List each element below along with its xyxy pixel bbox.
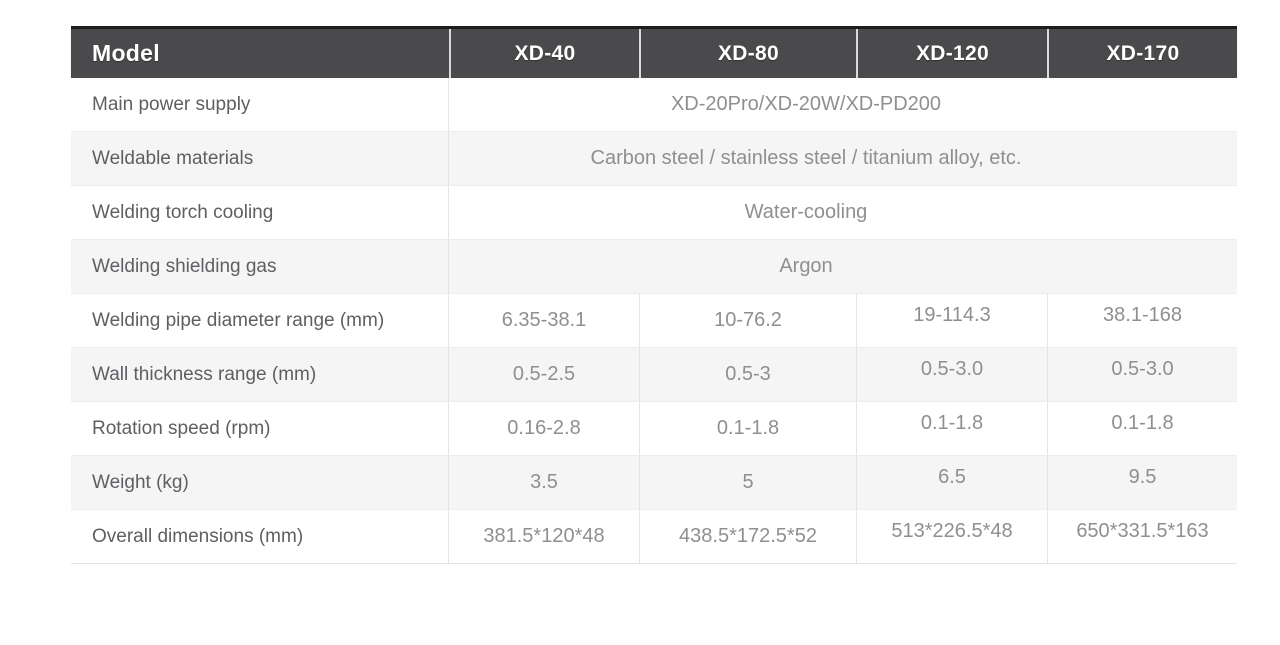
table-row-main-power-supply: Main power supply XD-20Pro/XD-20W/XD-PD2… — [71, 78, 1237, 132]
cell-xd-80: 438.5*172.5*52 — [639, 510, 856, 563]
cell-xd-40: 0.16-2.8 — [449, 402, 639, 455]
row-label: Main power supply — [71, 78, 449, 131]
spanned-value-text: Carbon steel / stainless steel / titaniu… — [590, 147, 1022, 169]
row-label: Welding pipe diameter range (mm) — [71, 294, 449, 347]
cell-value: 0.16-2.8 — [507, 417, 581, 439]
cell-xd-120: 6.5 — [856, 456, 1047, 509]
cell-value: 0.5-3 — [725, 363, 771, 385]
cell-value: 3.5 — [530, 471, 558, 493]
row-spanned-value: Water-cooling — [449, 186, 1237, 239]
table-row-weight: Weight (kg) 3.5 5 6.5 9.5 — [71, 456, 1237, 510]
cell-value: 438.5*172.5*52 — [679, 525, 817, 547]
row-label: Rotation speed (rpm) — [71, 402, 449, 455]
spanned-value-text: Water-cooling — [744, 201, 868, 223]
cell-xd-80: 10-76.2 — [639, 294, 856, 347]
cell-xd-170: 9.5 — [1047, 456, 1237, 509]
cell-value: 6.5 — [938, 466, 966, 488]
spec-table: Model XD-40 XD-80 XD-120 XD-170 Main pow… — [71, 26, 1237, 564]
cell-value: 10-76.2 — [714, 309, 782, 331]
table-row-welding-shielding-gas: Welding shielding gas Argon — [71, 240, 1237, 294]
cell-xd-40: 0.5-2.5 — [449, 348, 639, 401]
row-label: Weldable materials — [71, 132, 449, 185]
cell-value: 9.5 — [1128, 466, 1157, 488]
cell-value: 0.5-2.5 — [512, 363, 576, 385]
cell-xd-80: 5 — [639, 456, 856, 509]
cell-value: 0.1-1.8 — [920, 412, 984, 434]
cell-xd-80: 0.1-1.8 — [639, 402, 856, 455]
cell-value: 5 — [742, 471, 754, 493]
row-label: Welding torch cooling — [71, 186, 449, 239]
cell-xd-120: 513*226.5*48 — [856, 510, 1047, 563]
row-label: Weight (kg) — [71, 456, 449, 509]
spanned-value-text: XD-20Pro/XD-20W/XD-PD200 — [670, 93, 942, 115]
cell-value: 513*226.5*48 — [891, 520, 1013, 542]
cell-xd-120: 0.1-1.8 — [856, 402, 1047, 455]
cell-value: 0.1-1.8 — [716, 417, 780, 439]
cell-xd-120: 19-114.3 — [856, 294, 1047, 347]
cell-xd-80: 0.5-3 — [639, 348, 856, 401]
table-row-rotation-speed: Rotation speed (rpm) 0.16-2.8 0.1-1.8 0.… — [71, 402, 1237, 456]
cell-xd-40: 6.35-38.1 — [449, 294, 639, 347]
cell-xd-40: 3.5 — [449, 456, 639, 509]
row-spanned-value: Carbon steel / stainless steel / titaniu… — [449, 132, 1237, 185]
column-header-xd-170: XD-170 — [1047, 29, 1237, 78]
cell-value: 381.5*120*48 — [483, 525, 605, 547]
table-row-welding-pipe-diameter-range: Welding pipe diameter range (mm) 6.35-38… — [71, 294, 1237, 348]
cell-value: 0.5-3.0 — [920, 358, 984, 380]
table-header-row: Model XD-40 XD-80 XD-120 XD-170 — [71, 26, 1237, 78]
column-header-xd-40: XD-40 — [449, 29, 639, 78]
column-header-model: Model — [92, 40, 160, 66]
cell-xd-170: 38.1-168 — [1047, 294, 1237, 347]
column-header-xd-120: XD-120 — [856, 29, 1047, 78]
cell-xd-170: 0.1-1.8 — [1047, 402, 1237, 455]
cell-value: 19-114.3 — [913, 304, 991, 326]
cell-xd-40: 381.5*120*48 — [449, 510, 639, 563]
row-spanned-value: Argon — [449, 240, 1237, 293]
table-row-welding-torch-cooling: Welding torch cooling Water-cooling — [71, 186, 1237, 240]
column-header-xd-80: XD-80 — [639, 29, 856, 78]
row-spanned-value: XD-20Pro/XD-20W/XD-PD200 — [449, 78, 1237, 131]
table-row-overall-dimensions: Overall dimensions (mm) 381.5*120*48 438… — [71, 510, 1237, 564]
cell-value: 0.1-1.8 — [1111, 412, 1174, 434]
row-label: Welding shielding gas — [71, 240, 449, 293]
cell-xd-170: 650*331.5*163 — [1047, 510, 1237, 563]
row-label: Wall thickness range (mm) — [71, 348, 449, 401]
table-row-weldable-materials: Weldable materials Carbon steel / stainl… — [71, 132, 1237, 186]
row-label: Overall dimensions (mm) — [71, 510, 449, 563]
cell-value: 0.5-3.0 — [1111, 358, 1174, 380]
cell-xd-120: 0.5-3.0 — [856, 348, 1047, 401]
spanned-value-text: Argon — [779, 255, 833, 277]
cell-value: 650*331.5*163 — [1076, 520, 1209, 542]
cell-value: 6.35-38.1 — [501, 309, 587, 331]
table-row-wall-thickness-range: Wall thickness range (mm) 0.5-2.5 0.5-3 … — [71, 348, 1237, 402]
cell-xd-170: 0.5-3.0 — [1047, 348, 1237, 401]
cell-value: 38.1-168 — [1103, 304, 1182, 326]
